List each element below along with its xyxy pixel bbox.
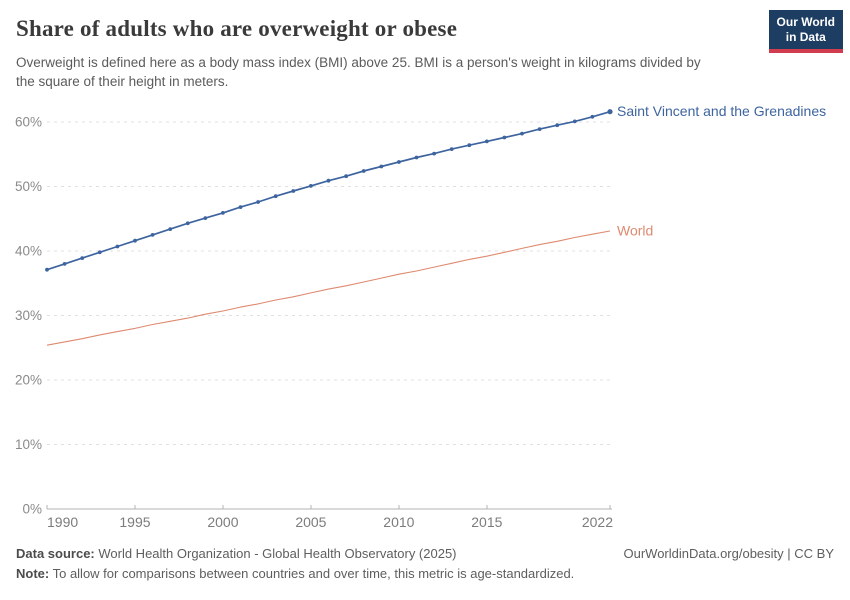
- y-tick-label: 50%: [15, 179, 42, 194]
- chart-footer: Data source: World Health Organization -…: [16, 544, 574, 584]
- data-source-text: World Health Organization - Global Healt…: [94, 546, 457, 561]
- series-label[interactable]: World: [617, 223, 653, 239]
- series-marker: [62, 262, 67, 266]
- x-tick-label: 2022: [582, 514, 613, 530]
- series-line: [46, 230, 611, 346]
- series-marker: [80, 256, 85, 260]
- y-tick-label: 10%: [15, 437, 42, 452]
- series-marker: [291, 189, 296, 193]
- series-marker: [502, 135, 507, 140]
- y-tick-label: 40%: [15, 244, 42, 259]
- data-source-label: Data source:: [16, 546, 95, 561]
- series-marker: [449, 147, 454, 152]
- series-marker: [414, 155, 419, 160]
- series-marker: [344, 174, 348, 179]
- data-source-line: Data source: World Health Organization -…: [16, 544, 574, 564]
- series-marker: [397, 160, 401, 164]
- series-marker: [572, 119, 577, 124]
- note-text: To allow for comparisons between countri…: [49, 566, 575, 581]
- owid-logo[interactable]: Our World in Data: [768, 10, 843, 53]
- series-marker: [537, 127, 542, 131]
- series-marker: [256, 200, 260, 204]
- series-marker: [379, 164, 384, 169]
- x-tick-label: 1995: [119, 514, 150, 530]
- series-marker: [484, 139, 489, 144]
- x-tick-label: 1990: [47, 514, 78, 530]
- page-title: Share of adults who are overweight or ob…: [16, 16, 458, 41]
- series-marker: [168, 227, 173, 232]
- series-marker: [115, 244, 120, 249]
- y-tick-label: 30%: [15, 308, 42, 323]
- note-label: Note:: [16, 566, 50, 581]
- y-tick-label: 0%: [22, 502, 42, 517]
- series-marker: [309, 184, 313, 188]
- series-marker: [238, 205, 243, 210]
- series-marker: [150, 233, 155, 237]
- series-marker: [326, 178, 331, 183]
- series-marker: [97, 250, 102, 255]
- series-marker: [361, 169, 366, 173]
- owid-license-link[interactable]: OurWorldinData.org/obesity | CC BY: [623, 546, 835, 561]
- series-marker: [432, 151, 436, 156]
- owid-logo-line2: in Data: [785, 30, 826, 44]
- note-line: Note: To allow for comparisons between c…: [16, 564, 574, 584]
- series-marker: [45, 267, 49, 272]
- chart-subtitle: Overweight is defined here as a body mas…: [16, 55, 701, 90]
- series-marker: [520, 131, 524, 136]
- y-tick-label: 60%: [15, 115, 42, 130]
- series-line: [46, 110, 611, 271]
- series-marker: [221, 211, 225, 215]
- series-marker: [273, 194, 278, 199]
- series-marker: [555, 123, 560, 128]
- x-tick-label: 2015: [471, 514, 502, 530]
- x-tick-label: 2010: [383, 514, 414, 530]
- y-tick-label: 20%: [15, 373, 42, 388]
- series-marker: [467, 143, 472, 148]
- owid-logo-line1: Our World: [776, 15, 835, 29]
- x-tick-label: 2005: [295, 514, 326, 530]
- series-label[interactable]: Saint Vincent and the Grenadines: [617, 103, 826, 119]
- x-tick-label: 2000: [207, 514, 238, 530]
- series-marker: [185, 221, 190, 226]
- series-marker: [203, 216, 208, 221]
- series-marker: [133, 238, 137, 243]
- series-marker: [607, 109, 613, 115]
- series-marker: [590, 114, 595, 119]
